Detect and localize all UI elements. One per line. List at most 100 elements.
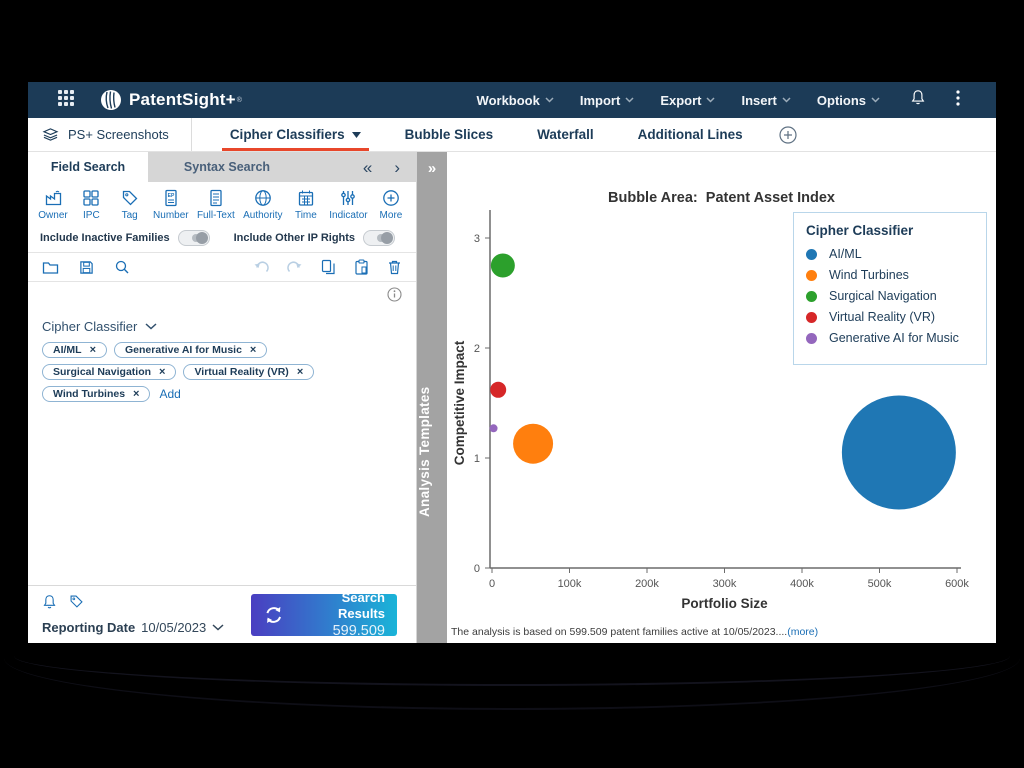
menu-options[interactable]: Options: [817, 93, 880, 108]
bubble-ai-ml: [841, 395, 956, 510]
field-label: IPC: [83, 210, 100, 221]
copy-icon[interactable]: [321, 259, 336, 275]
add-classifier-link[interactable]: Add: [159, 387, 181, 401]
collapse-left-icon[interactable]: «: [362, 157, 373, 177]
chevron-down-icon: [145, 323, 157, 330]
field-more-button[interactable]: More: [376, 189, 406, 221]
chart-legend: Cipher Classifier AI/ML Wind Turbines Surg…: [793, 212, 987, 365]
app-grid-icon[interactable]: [58, 90, 78, 110]
tab-cipher-classifiers[interactable]: Cipher Classifiers: [208, 118, 383, 151]
svg-text:Competitive Impact: Competitive Impact: [452, 340, 467, 465]
menu-export[interactable]: Export: [660, 93, 716, 108]
legend-item: Surgical Navigation: [806, 289, 974, 303]
field-label: Tag: [121, 210, 138, 221]
field-owner-button[interactable]: Owner: [38, 189, 68, 221]
reporting-date-dropdown[interactable]: 10/05/2023: [141, 620, 224, 635]
chip-wind-turbines[interactable]: Wind Turbines ×: [42, 386, 151, 402]
toggle-inactive-families: Include Inactive Families: [40, 230, 210, 246]
header-menus: Workbook Import Export Insert Options: [477, 93, 880, 108]
other-ip-rights-toggle[interactable]: [363, 230, 396, 246]
workspace-selector[interactable]: PS+ Screenshots: [28, 118, 192, 151]
field-label: Number: [153, 210, 189, 221]
svg-text:200k: 200k: [635, 578, 659, 590]
alert-bell-icon[interactable]: [42, 594, 57, 610]
filter-title: Cipher Classifier: [42, 319, 138, 334]
bubble-chart: 0 100k 200k 300k 400k 500k 600k 0 1 2 3 Portfolio S…: [452, 210, 969, 611]
notifications-bell-icon[interactable]: [910, 89, 926, 111]
tab-additional-lines[interactable]: Additional Lines: [616, 118, 765, 151]
globe-icon: [254, 190, 271, 206]
refresh-icon: [266, 607, 281, 623]
redo-icon[interactable]: [287, 259, 303, 275]
more-link[interactable]: (more): [787, 626, 819, 638]
more-options-kebab-icon[interactable]: [956, 89, 960, 111]
plus-circle-icon: [779, 125, 797, 144]
chip-label: AI/ML: [53, 344, 82, 356]
tab-field-search[interactable]: Field Search: [28, 152, 148, 182]
undo-icon[interactable]: [253, 259, 269, 275]
chip-generative-ai-for-music[interactable]: Generative AI for Music ×: [114, 342, 268, 358]
menu-insert[interactable]: Insert: [741, 93, 791, 108]
legend-label: Generative AI for Music: [829, 331, 959, 345]
toggle-row: Include Inactive Families Include Other …: [28, 226, 416, 252]
delete-trash-icon[interactable]: [387, 259, 402, 275]
inactive-families-toggle[interactable]: [177, 230, 210, 246]
svg-text:300k: 300k: [713, 578, 737, 590]
filter-title-row[interactable]: Cipher Classifier: [42, 319, 404, 334]
chip-label: Surgical Navigation: [53, 366, 152, 378]
field-indicator-button[interactable]: Indicator: [329, 189, 368, 221]
search-panel: Field Search Syntax Search « › Owner IPC: [28, 152, 417, 643]
chip-close-icon[interactable]: ×: [133, 388, 140, 400]
chevron-down-icon: [212, 624, 224, 631]
tab-label: Waterfall: [537, 127, 594, 142]
reporting-date-label: Reporting Date: [42, 620, 136, 635]
legend-item: Wind Turbines: [806, 268, 974, 282]
app-header: PatentSight+ ® Workbook Import Export In…: [28, 82, 996, 118]
chart-footnote: The analysis is based on 599.509 patent …: [451, 626, 818, 638]
tab-bubble-slices[interactable]: Bubble Slices: [383, 118, 516, 151]
chip-close-icon[interactable]: ×: [89, 344, 97, 356]
svg-text:2: 2: [474, 343, 480, 355]
tab-label: Cipher Classifiers: [229, 127, 345, 142]
app-window: PatentSight+ ® Workbook Import Export In…: [28, 82, 996, 643]
svg-text:400k: 400k: [790, 578, 814, 590]
field-label: Indicator: [329, 210, 368, 221]
chip-ai-ml[interactable]: AI/ML ×: [42, 342, 108, 358]
chip-close-icon[interactable]: ×: [159, 366, 166, 378]
tab-syntax-search[interactable]: Syntax Search: [183, 160, 271, 174]
expand-chevrons-icon[interactable]: »: [427, 160, 437, 177]
tab-waterfall[interactable]: Waterfall: [515, 118, 616, 151]
info-icon[interactable]: [387, 287, 402, 307]
chip-close-icon[interactable]: ×: [296, 366, 304, 378]
field-label: Owner: [38, 210, 68, 221]
add-sheet-button[interactable]: [779, 118, 797, 151]
field-fulltext-button[interactable]: Full-Text: [197, 189, 235, 221]
menu-label: Options: [816, 92, 866, 108]
field-label: Full-Text: [196, 210, 235, 221]
info-row: [28, 282, 416, 307]
main-content: Field Search Syntax Search « › Owner IPC: [28, 152, 996, 643]
logo-registered-mark: ®: [236, 96, 242, 104]
preview-search-icon[interactable]: [114, 259, 130, 275]
chip-virtual-reality-vr[interactable]: Virtual Reality (VR) ×: [183, 364, 315, 380]
chip-surgical-navigation[interactable]: Surgical Navigation ×: [42, 364, 177, 380]
chevron-down-icon: [782, 97, 791, 103]
analysis-templates-bar[interactable]: » Analysis Templates: [417, 152, 447, 643]
field-authority-button[interactable]: Authority: [243, 189, 283, 221]
chip-close-icon[interactable]: ×: [249, 344, 257, 356]
page-curl-decoration: [14, 652, 1010, 686]
tag-icon[interactable]: [69, 594, 84, 610]
factory-icon: [45, 190, 61, 206]
field-number-button[interactable]: EP Number: [153, 189, 189, 221]
field-tag-button[interactable]: Tag: [115, 189, 145, 221]
search-results-button[interactable]: Search Results 599.509: [251, 590, 397, 639]
field-ipc-button[interactable]: IPC: [76, 189, 106, 221]
field-time-button[interactable]: Time: [291, 189, 321, 221]
menu-workbook[interactable]: Workbook: [477, 93, 554, 108]
open-folder-icon[interactable]: [42, 259, 59, 275]
save-icon[interactable]: [79, 259, 94, 275]
menu-import[interactable]: Import: [580, 93, 634, 108]
paste-icon[interactable]: [354, 259, 369, 275]
menu-label: Import: [579, 92, 621, 108]
next-tab-icon[interactable]: ›: [394, 157, 400, 177]
